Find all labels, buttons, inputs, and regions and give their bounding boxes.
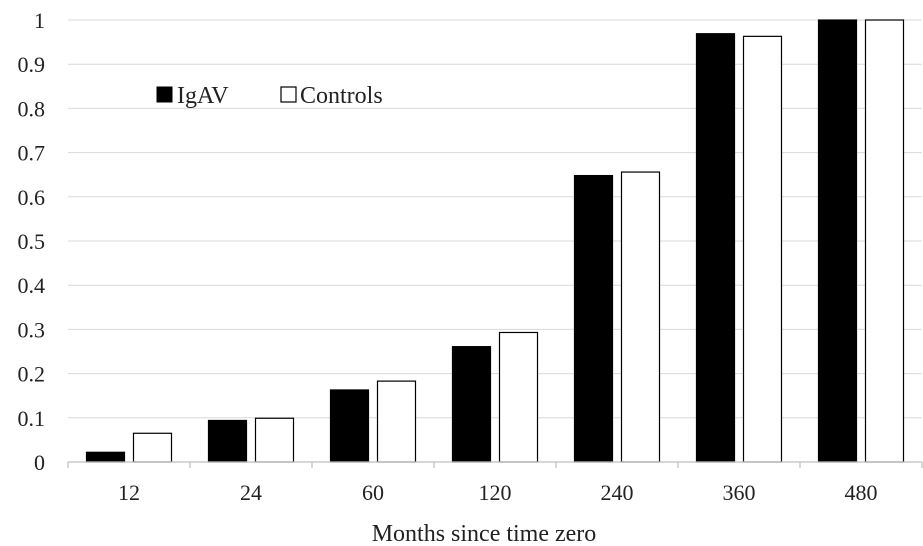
y-tick-label: 0.5	[18, 229, 46, 254]
y-tick-label: 0.1	[18, 406, 46, 431]
bars	[85, 19, 905, 463]
y-tick-label: 0.3	[18, 317, 46, 342]
x-tick-label: 12	[118, 480, 140, 505]
legend-swatch-controls	[280, 86, 297, 103]
x-tick-label: 480	[845, 480, 878, 505]
y-tick-label: 0	[34, 450, 45, 475]
bar-controls-12	[132, 432, 173, 463]
y-tick-label: 0.8	[18, 96, 46, 121]
bar-igav-360	[695, 33, 736, 463]
y-tick-label: 0.6	[18, 185, 46, 210]
bar-controls-360	[742, 35, 783, 463]
x-tick-label: 120	[479, 480, 512, 505]
bar-controls-240	[620, 171, 661, 463]
y-tick-label: 0.9	[18, 52, 46, 77]
x-tick-label: 60	[362, 480, 384, 505]
y-tick-label: 0.2	[18, 362, 46, 387]
bar-controls-60	[376, 380, 417, 463]
bar-controls-120	[498, 331, 539, 463]
x-axis-title: Months since time zero	[372, 521, 597, 546]
bar-igav-24	[207, 419, 248, 463]
y-tick-label: 1	[34, 8, 45, 33]
x-tick-label: 24	[240, 480, 262, 505]
y-axis-tick-labels: 0 0.1 0.2 0.3 0.4 0.5 0.6 0.7 0.8 0.9 1	[18, 8, 46, 475]
legend-swatch-igav	[156, 86, 173, 103]
bar-igav-480	[817, 19, 858, 463]
legend-label-controls: Controls	[300, 83, 383, 109]
y-tick-label: 0.4	[18, 273, 46, 298]
bar-igav-240	[573, 174, 614, 463]
x-tick-label: 360	[723, 480, 756, 505]
legend-label-igav: IgAV	[177, 83, 229, 109]
y-tick-label: 0.7	[18, 141, 46, 166]
legend: IgAV Controls	[156, 83, 383, 109]
bar-controls-24	[254, 417, 295, 463]
x-tick-label: 240	[601, 480, 634, 505]
gridlines	[68, 19, 922, 419]
bar-igav-60	[329, 389, 370, 463]
bar-igav-120	[451, 346, 492, 463]
bar-controls-480	[864, 19, 905, 463]
bar-igav-12	[85, 451, 126, 463]
x-axis	[67, 461, 923, 468]
x-axis-tick-labels: 12 24 60 120 240 360 480	[118, 480, 878, 505]
